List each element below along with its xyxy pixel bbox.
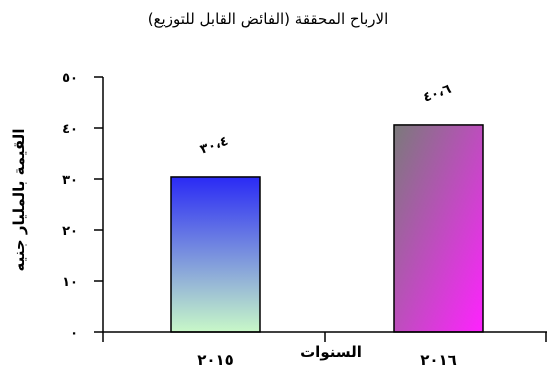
y-tick-label: ٥٠ bbox=[62, 71, 78, 86]
bar-1 bbox=[393, 124, 484, 333]
bar-value-label-1: ٤٠،٦ bbox=[421, 82, 453, 106]
y-tick-label: ٠ bbox=[70, 326, 78, 341]
y-tick-label: ٤٠ bbox=[62, 122, 78, 137]
bar-0 bbox=[170, 176, 261, 333]
y-axis-title: القيمة بالمليار جنيه bbox=[10, 129, 28, 272]
y-tick-label: ٢٠ bbox=[62, 224, 78, 239]
x-category-label-0: ٢٠١٥ bbox=[197, 351, 234, 369]
bar-value-label-0: ٣٠،٤ bbox=[198, 134, 230, 158]
x-category-label-1: ٢٠١٦ bbox=[420, 351, 457, 369]
chart-title: الارباح المحققة (الفائض القابل للتوزيع) bbox=[148, 10, 389, 28]
x-axis-title: السنوات bbox=[300, 343, 362, 361]
y-tick-label: ١٠ bbox=[62, 275, 78, 290]
y-tick-label: ٣٠ bbox=[62, 173, 78, 188]
